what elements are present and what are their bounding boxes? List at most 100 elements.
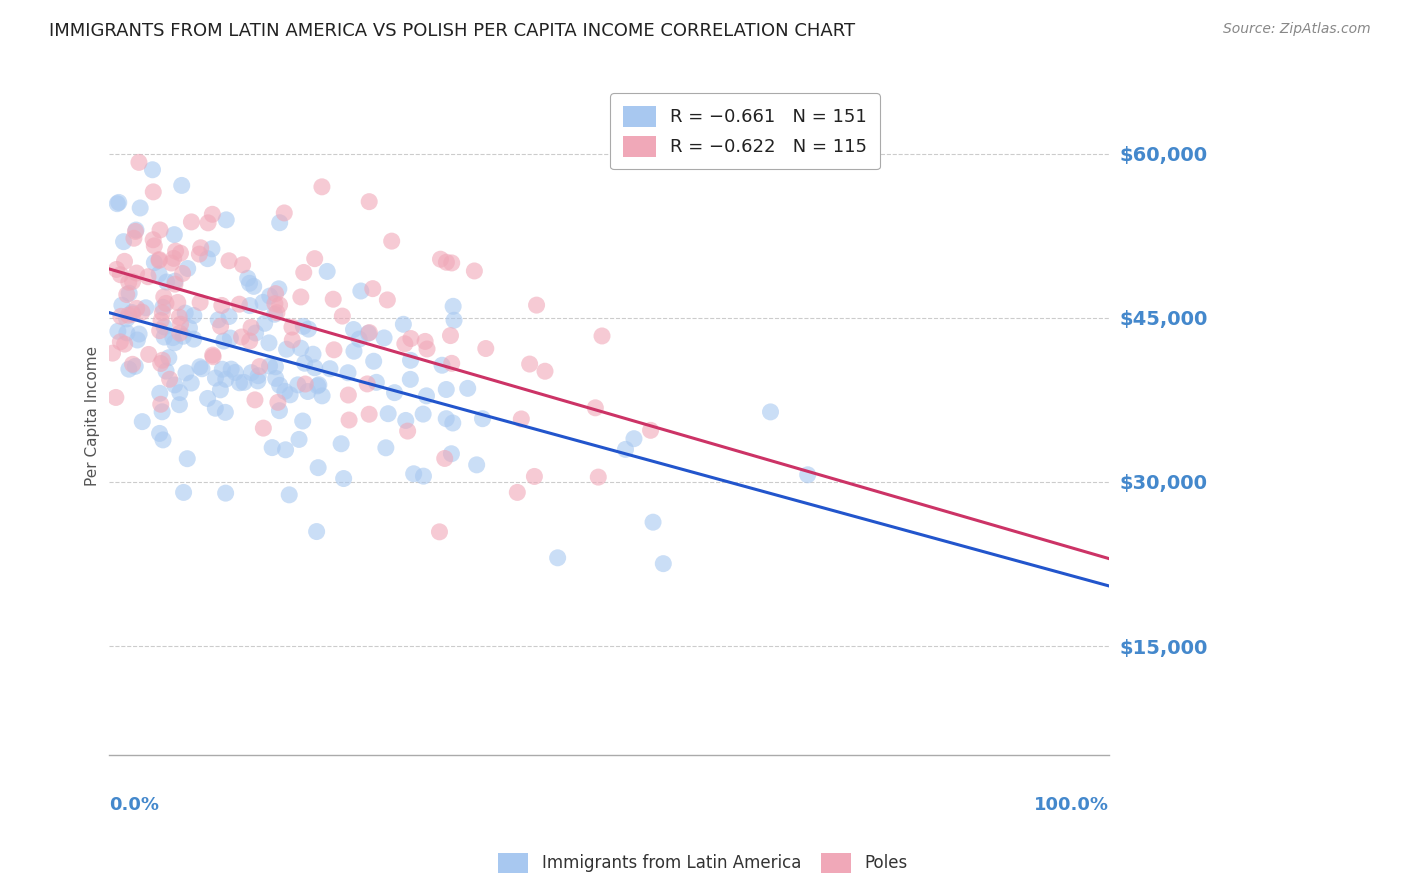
Point <box>110 310 132 324</box>
Point <box>183 332 205 346</box>
Point <box>259 359 281 373</box>
Point <box>124 359 146 374</box>
Point <box>440 356 463 370</box>
Point <box>471 411 494 425</box>
Point <box>269 403 291 417</box>
Point <box>253 316 276 330</box>
Point <box>169 385 191 400</box>
Point <box>209 383 232 397</box>
Point <box>169 326 191 341</box>
Point <box>211 298 233 312</box>
Point <box>128 326 150 341</box>
Point <box>228 376 250 390</box>
Point <box>153 330 176 344</box>
Point <box>149 386 172 401</box>
Point <box>228 297 250 311</box>
Point <box>263 307 285 321</box>
Point <box>121 307 143 321</box>
Point <box>128 155 150 169</box>
Point <box>412 469 434 483</box>
Point <box>110 334 132 349</box>
Text: 100.0%: 100.0% <box>1033 796 1109 814</box>
Point <box>247 368 270 383</box>
Point <box>323 343 346 357</box>
Point <box>165 244 187 259</box>
Point <box>152 353 174 368</box>
Point <box>149 223 172 237</box>
Point <box>157 351 180 365</box>
Point <box>121 357 143 371</box>
Point <box>148 267 170 281</box>
Point <box>155 275 177 289</box>
Point <box>267 282 290 296</box>
Point <box>105 196 128 211</box>
Point <box>172 329 194 343</box>
Point <box>305 524 328 539</box>
Point <box>125 301 148 316</box>
Point <box>124 224 146 238</box>
Point <box>127 333 149 347</box>
Point <box>179 321 201 335</box>
Point <box>115 312 138 326</box>
Point <box>441 299 464 313</box>
Point <box>131 305 153 319</box>
Point <box>308 377 330 392</box>
Point <box>174 366 197 380</box>
Point <box>197 252 219 266</box>
Point <box>138 347 160 361</box>
Point <box>114 337 136 351</box>
Point <box>188 247 211 261</box>
Point <box>297 384 319 399</box>
Point <box>252 421 274 435</box>
Point <box>240 366 263 380</box>
Point <box>115 326 138 340</box>
Point <box>402 467 425 481</box>
Point <box>180 376 202 390</box>
Point <box>519 357 541 371</box>
Point <box>430 358 453 372</box>
Point <box>105 262 128 277</box>
Point <box>267 395 290 409</box>
Point <box>416 342 439 356</box>
Point <box>236 271 259 285</box>
Point <box>149 397 172 411</box>
Point <box>304 252 326 266</box>
Point <box>347 332 370 346</box>
Point <box>294 356 316 370</box>
Legend: R = −0.661   N = 151, R = −0.622   N = 115: R = −0.661 N = 151, R = −0.622 N = 115 <box>610 94 880 169</box>
Point <box>274 384 297 399</box>
Point <box>163 274 186 288</box>
Point <box>148 253 170 268</box>
Point <box>526 298 548 312</box>
Point <box>510 412 533 426</box>
Point <box>415 389 437 403</box>
Point <box>224 366 246 380</box>
Point <box>434 383 457 397</box>
Point <box>239 299 262 313</box>
Point <box>281 320 304 334</box>
Point <box>131 415 153 429</box>
Point <box>269 298 291 312</box>
Point <box>166 295 188 310</box>
Point <box>153 319 176 334</box>
Point <box>343 344 366 359</box>
Point <box>547 550 569 565</box>
Point <box>167 310 190 324</box>
Point <box>209 319 232 334</box>
Point <box>152 433 174 447</box>
Point <box>202 350 225 364</box>
Point <box>361 282 384 296</box>
Point <box>162 331 184 345</box>
Point <box>121 305 143 319</box>
Point <box>288 433 311 447</box>
Point <box>433 451 456 466</box>
Point <box>163 335 186 350</box>
Point <box>337 366 360 380</box>
Point <box>207 313 229 327</box>
Point <box>160 256 183 270</box>
Point <box>269 216 291 230</box>
Point <box>215 212 238 227</box>
Point <box>319 361 342 376</box>
Point <box>330 309 353 323</box>
Point <box>149 357 172 371</box>
